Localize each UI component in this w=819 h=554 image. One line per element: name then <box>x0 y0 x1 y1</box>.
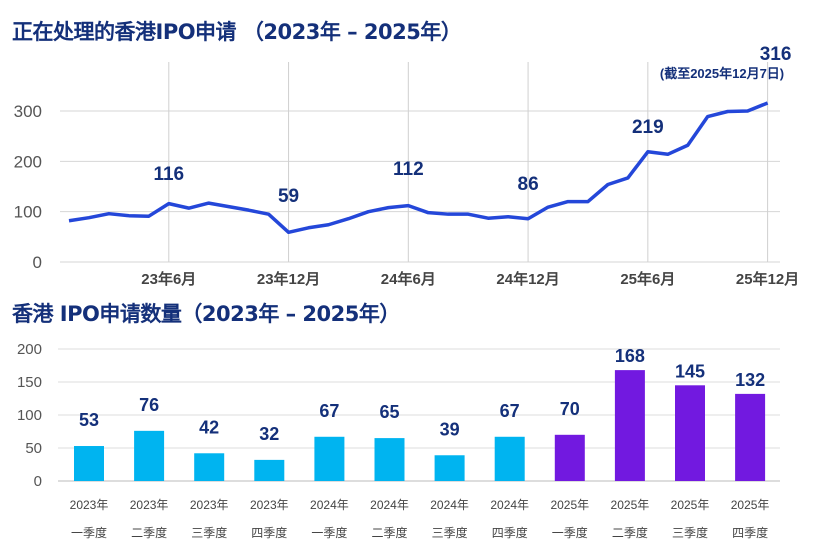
x-tick-label-quarter: 四季度 <box>251 525 287 540</box>
bar-value-label: 67 <box>319 401 339 421</box>
bar <box>554 434 585 481</box>
x-tick-label-quarter: 一季度 <box>71 525 107 540</box>
x-tick-label: 23年6月 <box>141 270 196 288</box>
bar <box>735 393 766 481</box>
bar-value-label: 76 <box>139 395 159 415</box>
bar-value-label: 42 <box>199 417 219 437</box>
bar <box>314 436 345 481</box>
x-tick-label: 24年12月 <box>496 270 559 288</box>
x-tick-label-quarter: 一季度 <box>552 525 588 540</box>
bar-chart-title: 香港 IPO申请数量（2023年 – 2025年） <box>12 302 400 326</box>
as-of-note: (截至2025年12月7日) <box>660 66 784 81</box>
bar <box>494 436 525 481</box>
x-tick-label: 25年6月 <box>620 270 675 288</box>
data-label: 316 <box>760 44 792 65</box>
x-tick-label-quarter: 一季度 <box>311 525 347 540</box>
x-tick-label-quarter: 二季度 <box>612 525 648 540</box>
bar <box>194 453 225 481</box>
bar <box>434 455 465 481</box>
x-tick-label-year: 2025年 <box>550 498 589 512</box>
bar-value-label: 32 <box>259 424 279 444</box>
x-tick-label-year: 2023年 <box>130 498 169 512</box>
y-tick-label: 200 <box>14 152 42 171</box>
x-tick-label-year: 2024年 <box>490 498 529 512</box>
bar-value-label: 70 <box>560 399 580 419</box>
bar <box>374 438 405 481</box>
bar-value-label: 67 <box>500 401 520 421</box>
x-tick-label-year: 2025年 <box>611 498 650 512</box>
x-tick-label-year: 2024年 <box>310 498 349 512</box>
x-tick-label-year: 2025年 <box>671 498 710 512</box>
bar-value-label: 65 <box>379 402 399 422</box>
bar-value-label: 53 <box>79 410 99 430</box>
bar-value-label: 39 <box>440 419 460 439</box>
x-tick-label-quarter: 四季度 <box>492 525 528 540</box>
x-tick-label-quarter: 四季度 <box>732 525 768 540</box>
x-tick-label-quarter: 二季度 <box>371 525 407 540</box>
bar <box>254 459 285 481</box>
x-tick-label-year: 2023年 <box>190 498 229 512</box>
y-tick-label: 100 <box>17 407 42 424</box>
y-tick-label: 0 <box>33 253 42 272</box>
data-label: 219 <box>632 117 664 138</box>
data-line <box>68 101 769 235</box>
bar <box>134 430 165 481</box>
bar <box>675 385 705 481</box>
x-tick-label: 24年6月 <box>381 270 436 288</box>
bar <box>614 370 645 481</box>
data-label: 59 <box>278 186 299 207</box>
y-tick-label: 50 <box>25 440 42 457</box>
x-tick-label-year: 2025年 <box>731 498 770 512</box>
y-tick-label: 150 <box>17 374 42 391</box>
y-tick-label: 300 <box>14 102 42 121</box>
bar-value-label: 145 <box>675 361 705 381</box>
x-tick-label-quarter: 三季度 <box>191 525 227 540</box>
y-tick-label: 0 <box>34 473 42 490</box>
x-tick-label-year: 2023年 <box>70 498 109 512</box>
x-tick-label-quarter: 三季度 <box>672 525 708 540</box>
x-tick-label: 25年12月 <box>736 270 799 288</box>
x-tick-label-year: 2023年 <box>250 498 289 512</box>
x-tick-label: 23年12月 <box>257 270 320 288</box>
bar-value-label: 168 <box>615 346 645 366</box>
x-tick-label-year: 2024年 <box>370 498 409 512</box>
y-tick-label: 100 <box>14 203 42 222</box>
y-tick-label: 200 <box>17 341 42 358</box>
bar <box>74 446 104 481</box>
x-tick-label-year: 2024年 <box>430 498 469 512</box>
data-label: 86 <box>518 174 539 195</box>
bar-value-label: 132 <box>735 370 765 390</box>
line-chart-title: 正在处理的香港IPO申请 （2023年 – 2025年） <box>12 20 462 44</box>
data-label: 112 <box>393 159 424 180</box>
x-tick-label-quarter: 二季度 <box>131 525 167 540</box>
data-label: 116 <box>153 164 184 185</box>
x-tick-label-quarter: 三季度 <box>432 525 468 540</box>
